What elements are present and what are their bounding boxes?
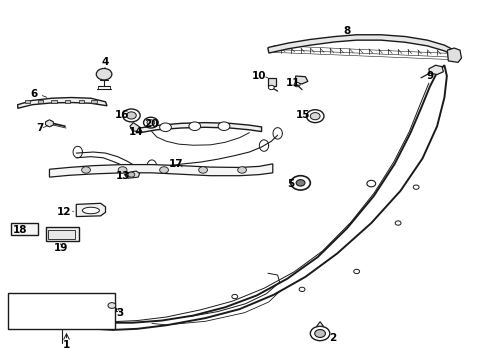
Circle shape [188,122,200,131]
Bar [91,100,97,103]
Circle shape [299,287,305,292]
Text: 19: 19 [53,243,68,253]
Circle shape [198,167,207,173]
Text: 15: 15 [295,111,309,121]
Circle shape [314,329,325,337]
Bar [38,100,43,103]
Circle shape [353,269,359,274]
Text: 20: 20 [144,120,159,129]
Polygon shape [267,78,276,86]
Circle shape [268,85,274,90]
Polygon shape [295,76,307,84]
Circle shape [310,326,329,341]
Polygon shape [267,35,453,55]
Text: 4: 4 [102,57,109,67]
Polygon shape [130,123,140,132]
Circle shape [45,121,53,126]
Text: 12: 12 [57,207,71,217]
Circle shape [81,167,90,173]
Polygon shape [76,203,105,217]
Text: 18: 18 [13,225,27,235]
Bar [24,100,30,103]
Polygon shape [45,120,53,127]
Text: 11: 11 [285,78,300,88]
Text: 8: 8 [343,26,350,36]
Polygon shape [125,171,140,178]
Circle shape [394,221,400,225]
Circle shape [218,122,229,131]
Circle shape [159,123,171,132]
Bar [48,230,75,239]
Circle shape [294,82,300,87]
Circle shape [306,110,324,123]
Circle shape [366,180,375,187]
Circle shape [159,167,168,173]
Circle shape [412,185,418,189]
Circle shape [237,167,246,173]
Text: 3: 3 [116,308,123,318]
Circle shape [310,113,320,120]
Circle shape [128,172,135,177]
Bar [8,293,115,329]
Circle shape [147,120,155,126]
Bar [11,223,38,234]
Text: 13: 13 [115,171,130,181]
Text: 10: 10 [251,71,266,81]
Circle shape [290,176,310,190]
Bar [65,100,70,103]
Text: 6: 6 [30,89,38,99]
Bar [45,227,79,241]
Circle shape [126,112,136,119]
Bar [51,100,57,103]
Bar [79,100,84,103]
Circle shape [118,167,127,173]
Polygon shape [18,98,107,108]
Polygon shape [140,123,261,132]
Circle shape [122,109,140,122]
Circle shape [108,303,116,309]
Ellipse shape [82,207,99,214]
Text: 2: 2 [328,333,335,343]
Circle shape [96,68,112,80]
Text: 1: 1 [63,340,70,350]
Text: 14: 14 [129,127,143,136]
Polygon shape [96,65,446,330]
Text: 7: 7 [36,123,43,133]
Text: 16: 16 [114,111,129,121]
Circle shape [296,180,305,186]
Circle shape [231,294,237,299]
Polygon shape [316,321,323,326]
Circle shape [143,117,158,128]
Polygon shape [49,164,272,177]
Polygon shape [447,48,461,62]
Polygon shape [428,65,443,75]
Text: 17: 17 [168,159,183,169]
Text: 5: 5 [286,179,294,189]
Text: 9: 9 [426,71,432,81]
